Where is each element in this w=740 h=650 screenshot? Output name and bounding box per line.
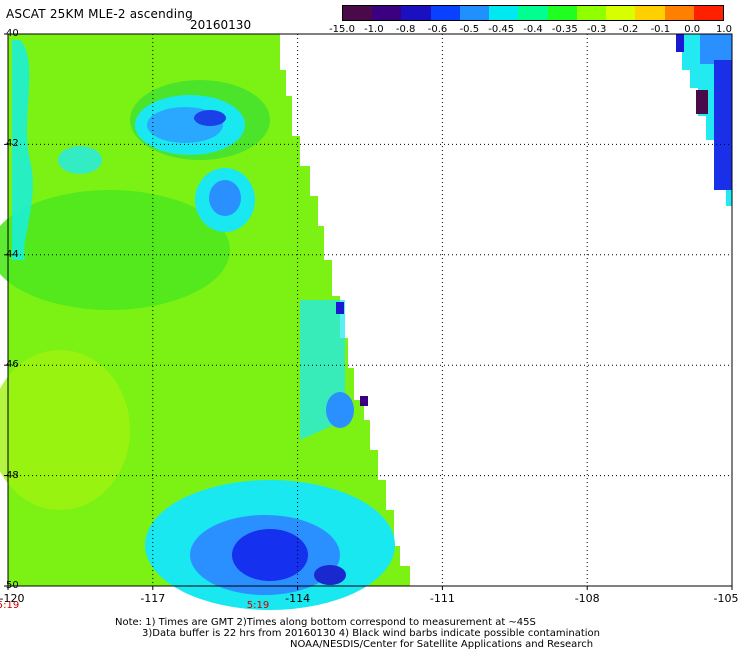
colorbar-swatch — [430, 6, 461, 20]
east-blue-block — [700, 34, 732, 64]
colorbar-tick-label: -15.0 — [329, 24, 355, 35]
note-line-3: NOAA/NESDIS/Center for Satellite Applica… — [290, 639, 594, 650]
blue-blob-mid — [209, 180, 241, 216]
time-label-mid: 5:19 — [246, 600, 270, 611]
x-tick-label: -120 — [0, 592, 25, 605]
blue-core-north — [194, 110, 226, 126]
x-tick-label: -111 — [429, 592, 455, 605]
y-tick-label: 46 — [6, 359, 19, 371]
x-tick-label: -105 — [713, 592, 739, 605]
colorbar-swatch — [372, 6, 402, 20]
blue-edge-east — [326, 392, 354, 428]
colorbar-swatch — [576, 6, 607, 20]
y-tick-label: 42 — [6, 138, 19, 150]
colorbar-swatch — [401, 6, 432, 20]
colorbar-swatch — [635, 6, 666, 20]
time-label-left: 5:19 — [0, 600, 20, 611]
colorbar-swatch — [459, 6, 490, 20]
note-line-1: Note: 1) Times are GMT 2)Times along bot… — [115, 617, 536, 628]
colorbar-tick-label: -0.4 — [523, 24, 543, 35]
blue-edge-pixel — [336, 302, 344, 314]
y-tick-label: 44 — [6, 248, 19, 260]
x-tick-label: -114 — [285, 592, 311, 605]
colorbar-labels: -15.0 -1.0 -0.8 -0.6 -0.5 -0.45 -0.4 -0.35 -0.3-… — [329, 24, 740, 38]
note-line-2: 3)Data buffer is 22 hrs from 20160130 4)… — [142, 628, 600, 639]
colorbar-tick-label: 0.0 — [684, 24, 701, 35]
blue-core-southeast — [314, 565, 346, 585]
colorbar — [342, 5, 724, 21]
east-blue-column — [714, 60, 732, 190]
cyan-blob-west — [58, 146, 102, 174]
chart-date: 20160130 — [190, 18, 252, 32]
colorbar-tick-label: -0.2 — [618, 24, 639, 35]
colorbar-tick-label: -0.5 — [459, 24, 480, 35]
purple-edge-pixel — [360, 396, 368, 406]
colorbar-tick-label: -0.45 — [488, 24, 515, 35]
colorbar-tick-label: -1.0 — [364, 24, 384, 35]
x-tick-label: -117 — [140, 592, 166, 605]
chart-title: ASCAT 25KM MLE-2 ascending — [6, 7, 193, 21]
y-tick-label: 40 — [6, 28, 19, 39]
colorbar-tick-label: -0.8 — [395, 24, 416, 35]
colorbar-swatch — [693, 6, 724, 20]
colorbar-tick-label: -0.35 — [551, 24, 578, 35]
lime-patch — [0, 350, 130, 510]
east-edge-pixel — [676, 34, 684, 52]
colorbar-tick-label: 1.0 — [716, 24, 732, 35]
y-tick-label: 48 — [6, 469, 19, 481]
colorbar-swatch — [664, 6, 695, 20]
green-patch — [0, 190, 230, 310]
colorbar-tick-label: -0.6 — [427, 24, 448, 35]
cyan-strip-left — [12, 40, 33, 260]
colorbar-tick-label: -0.3 — [586, 24, 607, 35]
colorbar-swatch — [606, 6, 636, 20]
colorbar-tick-label: -0.1 — [650, 24, 671, 35]
colorbar-swatch — [489, 6, 519, 20]
x-tick-label: -108 — [574, 592, 600, 605]
blue-core-south — [232, 529, 308, 581]
east-purple-block — [696, 90, 708, 114]
colorbar-swatch — [547, 6, 578, 20]
y-tick-label: 50 — [6, 580, 19, 591]
plot-frame — [7, 33, 733, 587]
colorbar-swatch — [343, 6, 373, 20]
colorbar-swatch — [518, 6, 549, 20]
